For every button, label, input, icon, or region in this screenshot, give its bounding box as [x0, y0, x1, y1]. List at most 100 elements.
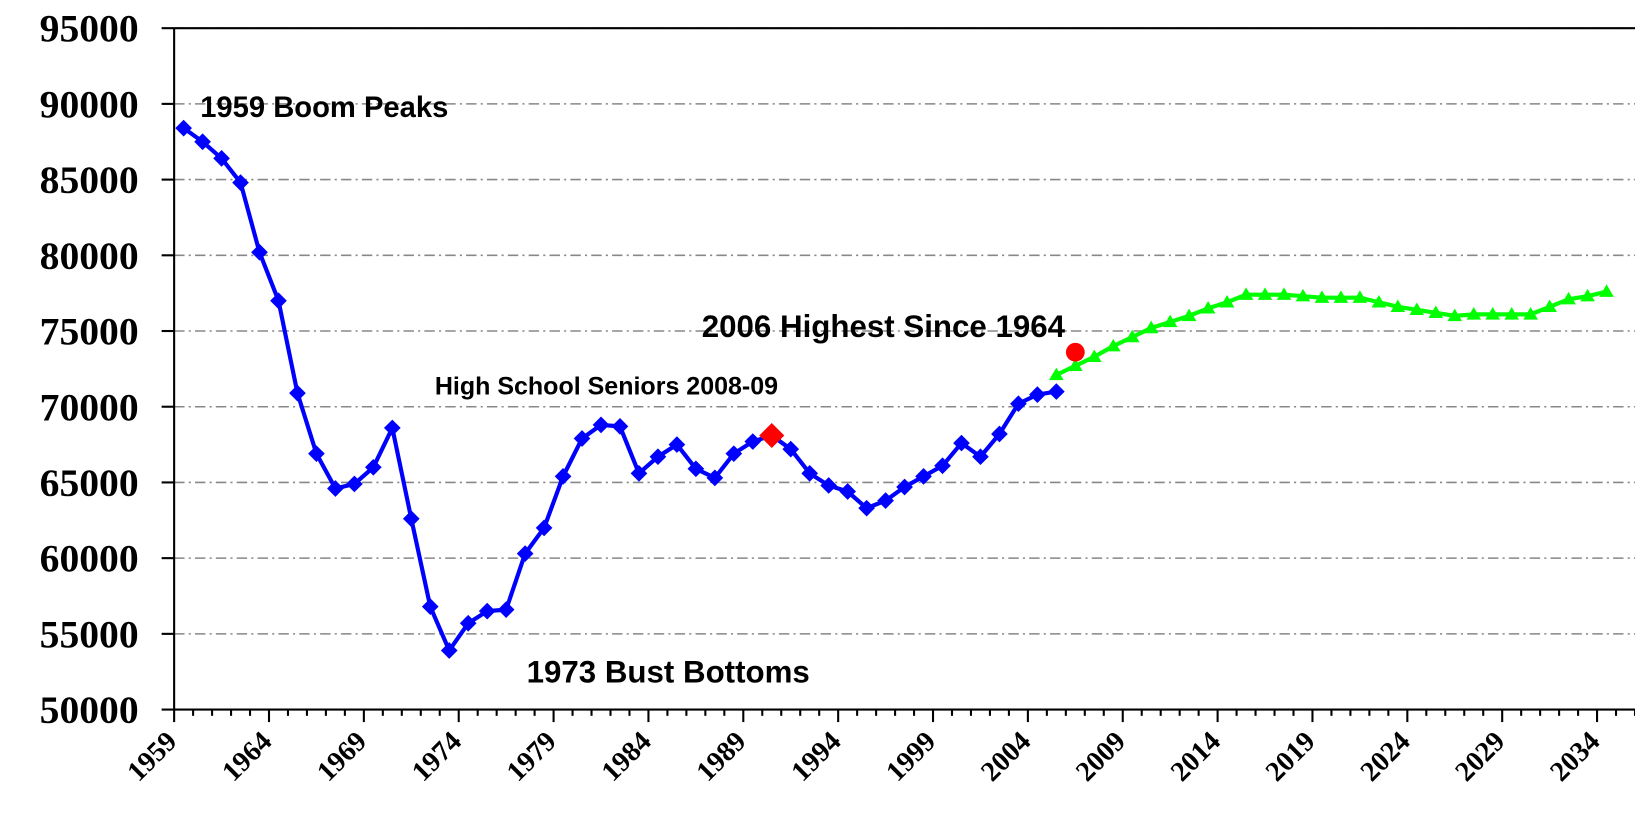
- marker: [1428, 305, 1444, 319]
- marker: [1523, 307, 1538, 320]
- marker: [1485, 307, 1501, 320]
- x-tick-label: 2029: [1450, 726, 1512, 788]
- x-tick-label: 1994: [786, 726, 848, 788]
- marker: [972, 448, 989, 466]
- x-tick-label: 1969: [311, 726, 373, 788]
- marker: [1409, 302, 1425, 316]
- x-tick-label: 1999: [880, 726, 942, 788]
- marker: [1466, 307, 1482, 320]
- annotation: 2006 Highest Since 1964: [702, 309, 1066, 344]
- marker: [687, 460, 705, 478]
- marker: [611, 418, 629, 435]
- marker: [1599, 284, 1614, 297]
- marker: [554, 468, 572, 485]
- marker: [1257, 287, 1273, 300]
- marker: [858, 499, 875, 517]
- marker: [934, 457, 951, 475]
- marker: [194, 133, 211, 151]
- marker: [327, 480, 344, 497]
- x-tick-label: 1989: [691, 726, 753, 788]
- marker: [1068, 358, 1083, 372]
- annotation: High School Seniors 2008-09: [435, 372, 778, 400]
- y-tick-label: 80000: [40, 234, 139, 278]
- y-tick-label: 95000: [40, 7, 139, 51]
- marker: [535, 519, 553, 537]
- x-tick-label: 1974: [406, 726, 468, 788]
- marker: [383, 419, 401, 437]
- marker: [668, 436, 686, 453]
- marker: [649, 448, 667, 466]
- x-tick-label: 2004: [975, 726, 1037, 788]
- y-tick-label: 75000: [40, 310, 139, 354]
- marker: [1181, 308, 1197, 322]
- x-tick-label: 1979: [501, 726, 563, 788]
- marker: [782, 440, 800, 458]
- marker: [991, 425, 1008, 443]
- marker: [251, 243, 268, 261]
- marker: [1352, 290, 1368, 303]
- marker: [270, 292, 287, 310]
- annotation: 1959 Boom Peaks: [200, 92, 448, 124]
- marker: [592, 416, 610, 434]
- marker: [1105, 338, 1121, 352]
- marker: [1162, 314, 1178, 328]
- marker: [1143, 320, 1159, 334]
- marker: [1542, 299, 1557, 313]
- marker: [1276, 287, 1292, 300]
- marker: [289, 384, 306, 402]
- marker: [440, 642, 458, 659]
- marker: [402, 510, 420, 528]
- x-tick-label: 1964: [216, 726, 278, 788]
- annotation: 1973 Bust Bottoms: [527, 654, 810, 689]
- y-tick-label: 50000: [40, 688, 139, 732]
- marker: [175, 119, 192, 137]
- x-tick-label: 2009: [1070, 726, 1132, 788]
- marker: [801, 465, 819, 482]
- x-tick-label: 1984: [596, 726, 658, 788]
- marker: [896, 478, 913, 496]
- marker: [820, 477, 838, 494]
- y-tick-label: 65000: [40, 461, 139, 505]
- marker: [1580, 288, 1595, 302]
- marker: [478, 602, 496, 620]
- marker: [1295, 288, 1311, 302]
- marker: [573, 430, 591, 447]
- marker: [497, 601, 515, 618]
- x-tick-label: 2014: [1165, 726, 1227, 788]
- marker: [915, 468, 932, 485]
- marker: [1049, 367, 1064, 381]
- marker: [1390, 299, 1406, 313]
- marker: [421, 598, 439, 615]
- marker: [346, 475, 363, 493]
- x-tick-label: 2019: [1260, 726, 1322, 788]
- marker: [1333, 290, 1349, 303]
- marker: [1447, 308, 1463, 322]
- marker: [1124, 329, 1140, 343]
- marker: [744, 433, 762, 450]
- x-tick-label: 2034: [1544, 726, 1606, 788]
- marker: [1219, 294, 1235, 308]
- x-tick-label: 2024: [1355, 726, 1417, 788]
- marker: [1048, 383, 1065, 400]
- marker: [232, 174, 249, 191]
- marker: [953, 434, 970, 452]
- marker: [1200, 300, 1216, 314]
- marker: [725, 445, 743, 463]
- marker: [1561, 291, 1576, 305]
- series-line: [1055, 289, 1608, 377]
- marker: [1065, 342, 1085, 362]
- y-tick-label: 70000: [40, 385, 139, 429]
- marker: [308, 445, 325, 463]
- marker: [365, 458, 382, 476]
- y-tick-label: 55000: [40, 612, 139, 656]
- marker: [1504, 307, 1519, 320]
- x-tick-label: 1959: [122, 726, 184, 788]
- marker: [1086, 349, 1102, 362]
- marker: [759, 422, 785, 449]
- y-tick-label: 90000: [40, 82, 139, 126]
- y-tick-label: 60000: [40, 537, 139, 581]
- marker: [1238, 287, 1254, 300]
- marker: [706, 469, 724, 487]
- marker: [1029, 386, 1046, 403]
